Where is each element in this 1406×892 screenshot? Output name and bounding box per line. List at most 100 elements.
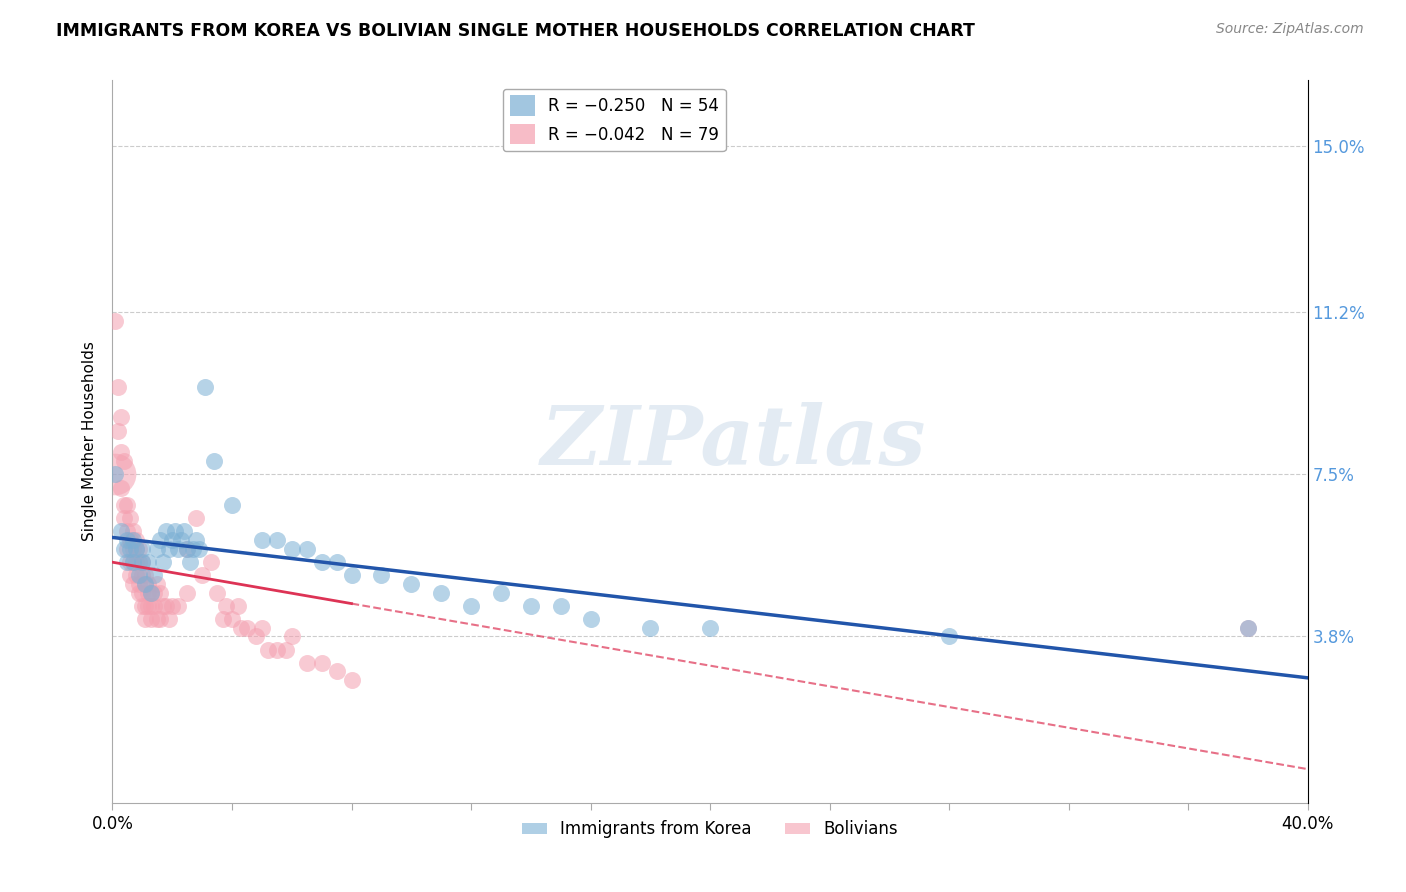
Point xyxy=(110,481,132,495)
Point xyxy=(489,585,512,599)
Point xyxy=(149,533,172,547)
Point xyxy=(194,380,217,394)
Point xyxy=(110,445,132,459)
Point xyxy=(157,612,180,626)
Point xyxy=(120,555,142,569)
Point xyxy=(245,629,267,643)
Point xyxy=(155,524,177,539)
Point xyxy=(179,555,201,569)
Point xyxy=(131,541,153,556)
Point xyxy=(128,541,150,556)
Point xyxy=(167,541,190,556)
Point xyxy=(128,577,150,591)
Point xyxy=(141,612,163,626)
Text: IMMIGRANTS FROM KOREA VS BOLIVIAN SINGLE MOTHER HOUSEHOLDS CORRELATION CHART: IMMIGRANTS FROM KOREA VS BOLIVIAN SINGLE… xyxy=(56,22,976,40)
Point xyxy=(173,524,195,539)
Point xyxy=(281,541,304,556)
Point xyxy=(149,612,172,626)
Point xyxy=(162,533,183,547)
Point xyxy=(157,541,180,556)
Point xyxy=(114,498,135,512)
Point xyxy=(215,599,238,613)
Point xyxy=(104,467,127,482)
Point xyxy=(274,642,297,657)
Point xyxy=(128,585,150,599)
Point xyxy=(131,599,153,613)
Point xyxy=(122,555,145,569)
Point xyxy=(138,585,160,599)
Point xyxy=(699,621,721,635)
Point xyxy=(122,533,145,547)
Point xyxy=(186,511,208,525)
Y-axis label: Single Mother Households: Single Mother Households xyxy=(82,342,97,541)
Text: Source: ZipAtlas.com: Source: ZipAtlas.com xyxy=(1216,22,1364,37)
Point xyxy=(401,577,423,591)
Point xyxy=(125,568,148,582)
Point xyxy=(430,585,453,599)
Point xyxy=(176,541,198,556)
Point xyxy=(122,541,145,556)
Point xyxy=(325,555,347,569)
Point xyxy=(110,524,132,539)
Legend: Immigrants from Korea, Bolivians: Immigrants from Korea, Bolivians xyxy=(516,814,904,845)
Point xyxy=(325,665,347,679)
Point xyxy=(205,585,228,599)
Text: ZIPatlas: ZIPatlas xyxy=(541,401,927,482)
Point xyxy=(146,577,169,591)
Point xyxy=(117,555,139,569)
Point xyxy=(520,599,543,613)
Point xyxy=(104,314,127,328)
Point xyxy=(152,599,174,613)
Point xyxy=(120,541,142,556)
Point xyxy=(107,380,129,394)
Point xyxy=(176,541,198,556)
Point xyxy=(165,524,187,539)
Point xyxy=(125,541,148,556)
Point xyxy=(170,533,193,547)
Point xyxy=(250,621,273,635)
Point xyxy=(114,454,135,468)
Point xyxy=(134,568,156,582)
Point xyxy=(938,629,960,643)
Point xyxy=(143,585,166,599)
Point xyxy=(191,568,214,582)
Point xyxy=(104,467,127,482)
Point xyxy=(311,656,333,670)
Point xyxy=(125,541,148,556)
Point xyxy=(162,599,183,613)
Point xyxy=(181,541,204,556)
Point xyxy=(125,533,148,547)
Point xyxy=(128,555,150,569)
Point xyxy=(579,612,602,626)
Point xyxy=(141,585,163,599)
Point xyxy=(122,577,145,591)
Point xyxy=(143,599,166,613)
Point xyxy=(134,612,156,626)
Point xyxy=(236,621,259,635)
Point xyxy=(131,568,153,582)
Point xyxy=(107,424,129,438)
Point xyxy=(114,511,135,525)
Point xyxy=(266,533,288,547)
Point xyxy=(176,585,198,599)
Point xyxy=(134,577,156,591)
Point xyxy=(340,568,363,582)
Point xyxy=(117,498,139,512)
Point xyxy=(188,541,211,556)
Point xyxy=(134,599,156,613)
Point xyxy=(1237,621,1260,635)
Point xyxy=(131,585,153,599)
Point xyxy=(257,642,280,657)
Point xyxy=(212,612,235,626)
Point xyxy=(120,511,142,525)
Point xyxy=(167,599,190,613)
Point xyxy=(128,568,150,582)
Point xyxy=(250,533,273,547)
Point xyxy=(200,555,222,569)
Point xyxy=(131,555,153,569)
Point xyxy=(138,599,160,613)
Point xyxy=(143,568,166,582)
Point xyxy=(1237,621,1260,635)
Point xyxy=(281,629,304,643)
Point xyxy=(152,555,174,569)
